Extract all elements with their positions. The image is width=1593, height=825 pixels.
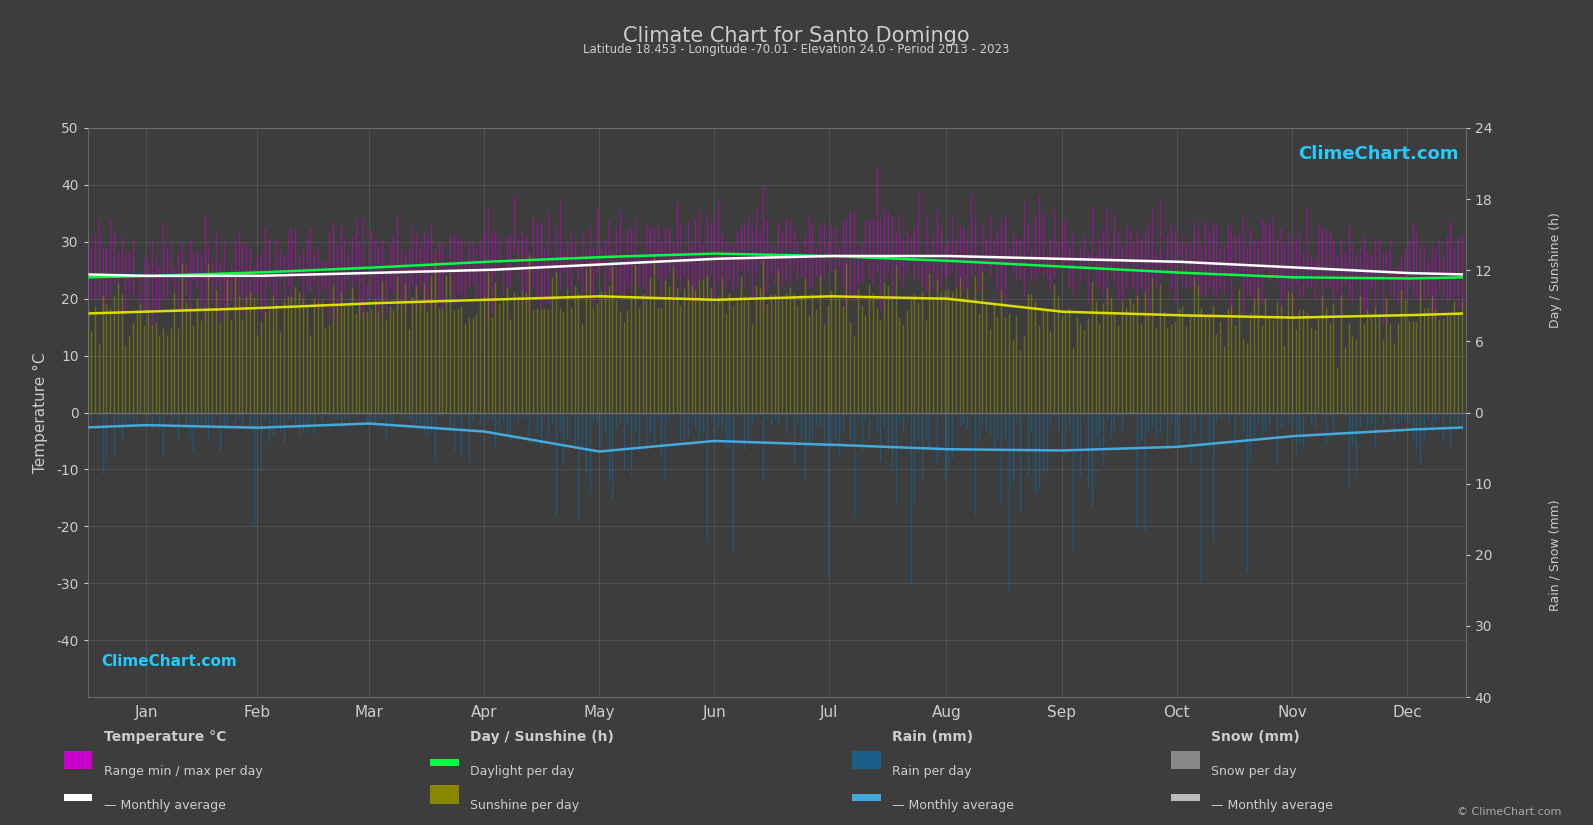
Text: Rain per day: Rain per day bbox=[892, 765, 972, 778]
Text: Range min / max per day: Range min / max per day bbox=[104, 765, 263, 778]
Text: Rain / Snow (mm): Rain / Snow (mm) bbox=[1548, 499, 1561, 610]
Text: Day / Sunshine (h): Day / Sunshine (h) bbox=[470, 730, 613, 744]
Text: — Monthly average: — Monthly average bbox=[1211, 799, 1333, 813]
Text: — Monthly average: — Monthly average bbox=[892, 799, 1015, 813]
Text: Daylight per day: Daylight per day bbox=[470, 765, 575, 778]
Text: © ClimeChart.com: © ClimeChart.com bbox=[1456, 807, 1561, 817]
Text: Latitude 18.453 - Longitude -70.01 - Elevation 24.0 - Period 2013 - 2023: Latitude 18.453 - Longitude -70.01 - Ele… bbox=[583, 43, 1010, 56]
Y-axis label: Temperature °C: Temperature °C bbox=[33, 352, 48, 473]
Text: Rain (mm): Rain (mm) bbox=[892, 730, 973, 744]
Text: Snow per day: Snow per day bbox=[1211, 765, 1297, 778]
Text: ClimeChart.com: ClimeChart.com bbox=[1298, 145, 1459, 163]
Text: — Monthly average: — Monthly average bbox=[104, 799, 226, 813]
Text: Sunshine per day: Sunshine per day bbox=[470, 799, 580, 813]
Text: Climate Chart for Santo Domingo: Climate Chart for Santo Domingo bbox=[623, 26, 970, 46]
Text: Snow (mm): Snow (mm) bbox=[1211, 730, 1300, 744]
Text: ClimeChart.com: ClimeChart.com bbox=[102, 653, 237, 668]
Text: Day / Sunshine (h): Day / Sunshine (h) bbox=[1548, 212, 1561, 328]
Text: Temperature °C: Temperature °C bbox=[104, 730, 226, 744]
